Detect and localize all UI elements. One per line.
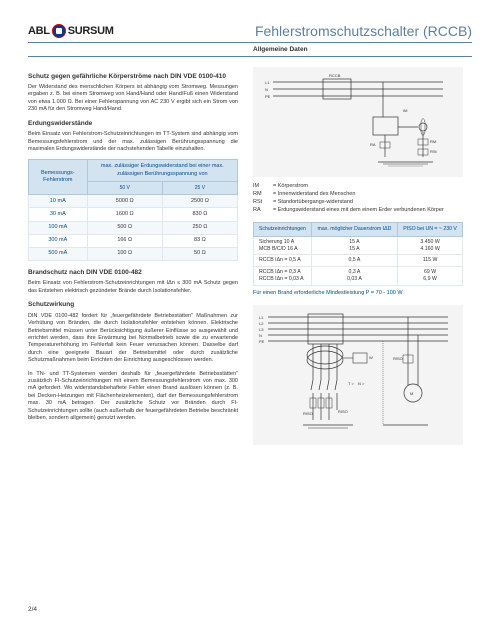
table-subheader: 50 V (87, 181, 162, 195)
section-body: Beim Einsatz von Fehlerstrom-Schutzeinri… (28, 280, 238, 295)
table-row: 300 mA166 Ω83 Ω (29, 234, 238, 247)
svg-text:IM: IM (403, 108, 407, 113)
svg-text:RA: RA (370, 142, 376, 147)
svg-text:N: N (265, 87, 268, 92)
section-heading: Schutzwirkung (28, 301, 238, 309)
svg-text:PE: PE (265, 94, 271, 99)
circuit-diagram-fire-protection: L1 L2 L3 N PE W T > (253, 305, 463, 445)
svg-text:RISO: RISO (393, 356, 403, 361)
table-header: Bemessungs-Fehlerstrom (29, 160, 88, 195)
legend-row: RA= Erdungswiderstand eines mit dem eine… (253, 207, 463, 214)
earthing-resistance-table: Bemessungs-Fehlerstrom max. zulässiger E… (28, 159, 238, 260)
diagram-legend: IM= Körperstrom RM= Innenwiderstand des … (253, 183, 463, 215)
circuit-diagram-body-current: L1 N PE RCCB RM RSt (253, 67, 463, 177)
title-rule (28, 42, 472, 43)
section-heading: Brandschutz nach DIN VDE 0100-482 (28, 269, 238, 277)
table-row: RCCB IΔn = 0,5 A0,5 A115 W (254, 255, 463, 267)
section-heading: Schutz gegen gefährliche Körperströme na… (28, 73, 238, 81)
table-caption: Für einen Brand erforderliche Mindestlei… (253, 290, 463, 297)
logo-mark-icon (52, 24, 66, 38)
header: ABL SURSUM Fehlerstromschutzschalter (RC… (28, 22, 472, 40)
svg-text:RSt: RSt (430, 149, 438, 154)
svg-text:W: W (369, 355, 373, 360)
section-body: In TN- und TT-Systemen werden deshalb fü… (28, 371, 238, 423)
content-columns: Schutz gegen gefährliche Körperströme na… (28, 67, 472, 451)
table-row: 10 mA5000 Ω2500 Ω (29, 195, 238, 208)
table-header: PISO bei UN = ~ 230 V (398, 223, 463, 237)
table-row: 500 mA100 Ω50 Ω (29, 247, 238, 260)
table-header: max. möglicher Dauerstrom IΔD (311, 223, 397, 237)
table-row: 100 mA500 Ω250 Ω (29, 221, 238, 234)
svg-text:L3: L3 (259, 327, 264, 332)
page-root: ABL SURSUM Fehlerstromschutzschalter (RC… (0, 0, 500, 469)
table-row: RCCB IΔn = 0,3 A RCCB IΔn = 0,03 A0,3 A … (254, 267, 463, 286)
svg-text:L1: L1 (259, 315, 264, 320)
svg-text:L2: L2 (259, 321, 264, 326)
section-body: Der Widerstand des menschlichen Körpers … (28, 84, 238, 114)
svg-text:T >: T > (348, 381, 354, 386)
column-left: Schutz gegen gefährliche Körperströme na… (28, 67, 238, 451)
section-heading: Erdungswiderstände (28, 120, 238, 128)
legend-row: IM= Körperstrom (253, 183, 463, 190)
brand-right: SURSUM (68, 24, 114, 38)
table-header: Schutzeinrichtungen (254, 223, 312, 237)
svg-text:RISO: RISO (303, 411, 313, 416)
column-right: L1 N PE RCCB RM RSt (253, 67, 463, 451)
svg-text:RCCB: RCCB (329, 73, 341, 78)
brand-logo: ABL SURSUM (28, 24, 114, 38)
protection-devices-table: Schutzeinrichtungen max. möglicher Dauer… (253, 222, 463, 286)
page-title: Fehlerstromschutzschalter (RCCB) (255, 22, 472, 40)
page-number: 2/4 (28, 606, 37, 614)
brand-left: ABL (28, 24, 50, 38)
table-row: 30 mA1600 Ω830 Ω (29, 208, 238, 221)
svg-text:N: N (259, 333, 262, 338)
svg-text:N >: N > (358, 381, 365, 386)
subtitle-rule (28, 56, 472, 57)
section-body: Beim Einsatz von Fehlerstrom-Schutzeinri… (28, 131, 238, 153)
legend-row: RSt= Standortübergangs-widerstand (253, 199, 463, 206)
svg-text:M: M (410, 391, 413, 396)
table-row: Sicherung 10 A MCB B/C/D 16 A15 A 15 A3.… (254, 236, 463, 255)
subtitle: Allgemeine Daten (253, 46, 472, 54)
svg-text:L1: L1 (265, 80, 270, 85)
svg-text:RM: RM (430, 139, 436, 144)
svg-text:PE: PE (259, 339, 265, 344)
table-subheader: 25 V (162, 181, 237, 195)
table-header: max. zulässiger Erdungswiderstand bei ei… (87, 160, 237, 181)
legend-row: RM= Innenwiderstand des Menschen (253, 191, 463, 198)
section-body: DIN VDE 0100-482 fordert für „feuergefäh… (28, 313, 238, 365)
svg-text:RISO: RISO (338, 409, 348, 414)
